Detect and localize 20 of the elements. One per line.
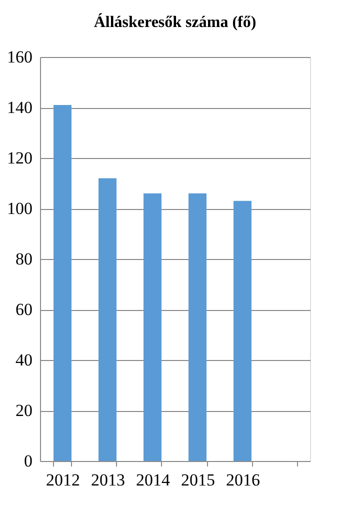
y-tick-label: 40 — [16, 350, 32, 370]
bar — [188, 193, 206, 461]
y-tick-label: 140 — [7, 98, 32, 117]
y-tick-label: 0 — [24, 452, 32, 470]
bar — [98, 178, 116, 461]
x-tick-label: 2013 — [91, 470, 125, 490]
bar — [54, 104, 72, 461]
y-tick-label: 120 — [7, 148, 32, 168]
y-tick-label: 160 — [7, 48, 32, 66]
y-tick-label: 100 — [7, 199, 32, 218]
x-tick-label: 2014 — [136, 470, 170, 490]
x-tick-label: 2016 — [226, 470, 260, 490]
bar — [144, 193, 162, 461]
x-tick-label: 2012 — [46, 470, 80, 490]
y-tick-label: 60 — [16, 300, 32, 319]
x-tick-label: 2015 — [181, 470, 215, 490]
y-tick-label: 80 — [16, 250, 32, 268]
chart-title: Álláskeresők száma (fő) — [94, 13, 256, 31]
bar — [234, 200, 252, 461]
y-tick-label: 20 — [16, 401, 32, 420]
